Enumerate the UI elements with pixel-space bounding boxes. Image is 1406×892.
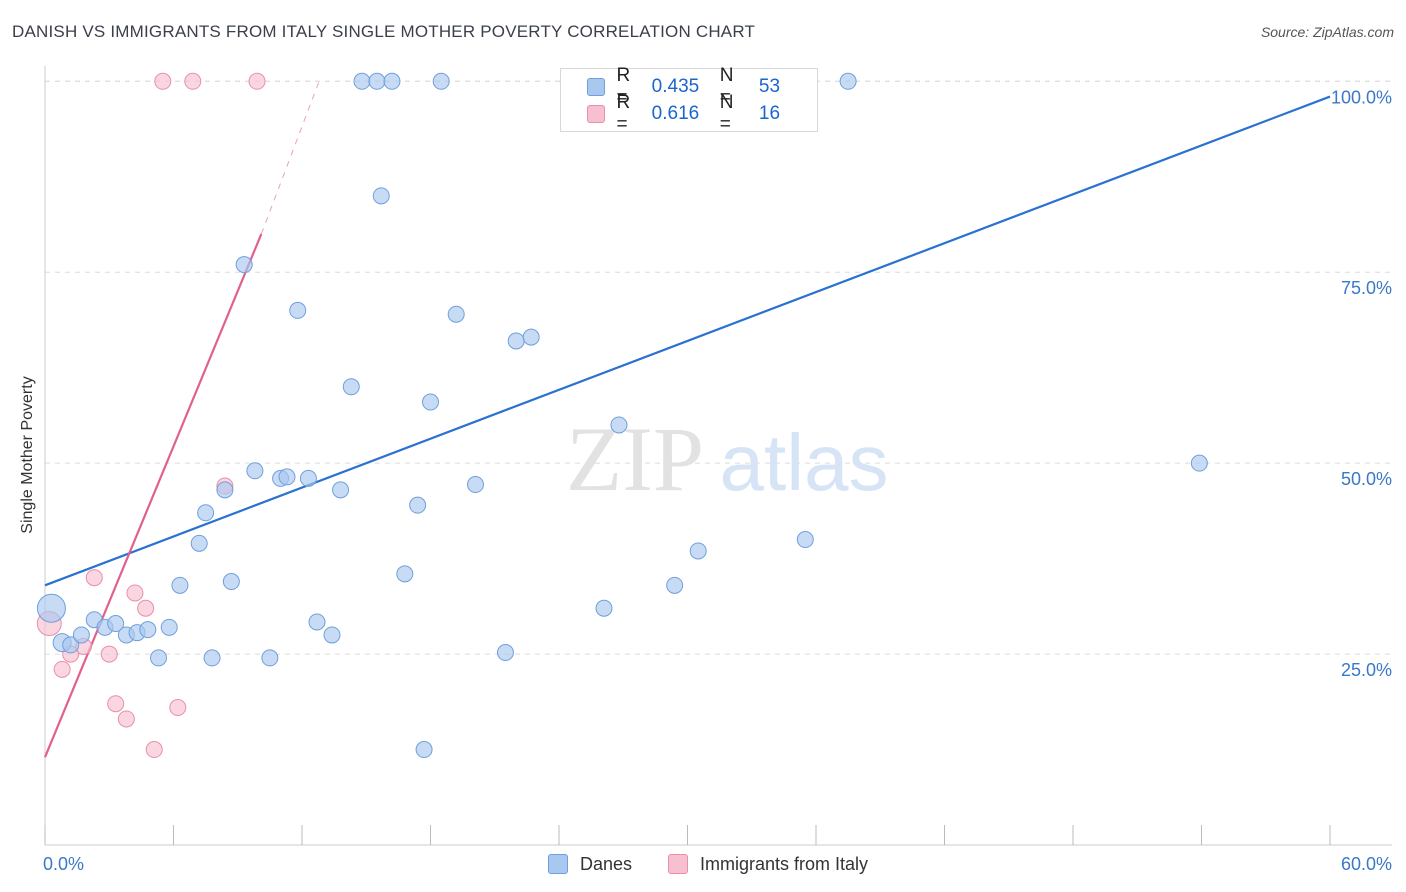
point-danes bbox=[1190, 454, 1208, 472]
point-italy bbox=[154, 72, 172, 90]
legend-r-label: R = bbox=[616, 65, 631, 108]
point-danes bbox=[323, 626, 341, 644]
trend-lines bbox=[43, 81, 1331, 758]
point-danes bbox=[496, 644, 514, 662]
point-danes bbox=[796, 531, 814, 549]
y-tick-label: 50.0% bbox=[1341, 469, 1392, 489]
x-tick-label-max: 60.0% bbox=[1341, 854, 1392, 874]
point-danes bbox=[839, 72, 857, 90]
point-danes bbox=[261, 649, 279, 667]
legend-swatch-italy bbox=[587, 105, 605, 123]
point-danes bbox=[332, 481, 350, 499]
point-danes bbox=[522, 328, 540, 346]
bottom-legend-swatch-danes bbox=[548, 854, 568, 874]
point-danes bbox=[396, 565, 414, 583]
point-danes bbox=[368, 72, 386, 90]
y-tick-label: 25.0% bbox=[1341, 660, 1392, 680]
watermark-zip: ZIP bbox=[566, 408, 704, 510]
legend-r-value-italy: 0.616 bbox=[651, 103, 700, 124]
legend-n-label: N = bbox=[719, 92, 734, 135]
point-italy bbox=[169, 699, 187, 717]
point-danes bbox=[595, 599, 613, 617]
point-italy bbox=[145, 741, 163, 759]
bottom-legend-label-italy: Immigrants from Italy bbox=[700, 853, 869, 874]
trend-line-danes bbox=[44, 95, 1331, 587]
point-danes bbox=[246, 462, 264, 480]
source-label: Source: ZipAtlas.com bbox=[1260, 24, 1394, 40]
trend-line-italy-extension bbox=[260, 81, 320, 235]
legend-swatch-danes bbox=[587, 78, 605, 96]
point-danes bbox=[299, 469, 317, 487]
trend-line-italy bbox=[43, 233, 263, 758]
point-danes bbox=[107, 615, 125, 633]
point-danes bbox=[610, 416, 628, 434]
legend-r-value-danes: 0.435 bbox=[651, 76, 700, 97]
point-danes bbox=[308, 613, 326, 631]
legend-row-danes: R = 0.435 N = 53 bbox=[587, 65, 817, 108]
point-danes bbox=[235, 256, 253, 274]
point-danes bbox=[216, 481, 234, 499]
point-italy bbox=[248, 72, 266, 90]
point-danes bbox=[507, 332, 525, 350]
legend-row-italy: R = 0.616 N = 16 bbox=[587, 92, 817, 135]
point-danes bbox=[197, 504, 215, 522]
bottom-legend-danes: Danes bbox=[548, 852, 632, 876]
point-italy bbox=[100, 645, 118, 663]
y-tick-label: 75.0% bbox=[1341, 278, 1392, 298]
axis-ticks: 25.0% 50.0% 75.0% 100.0% 0.0% 60.0% bbox=[43, 87, 1392, 874]
point-danes bbox=[171, 576, 189, 594]
axes bbox=[44, 66, 1392, 846]
point-danes bbox=[447, 305, 465, 323]
legend-r-label: R = bbox=[616, 92, 631, 135]
point-danes bbox=[203, 649, 221, 667]
point-italy bbox=[126, 584, 144, 602]
legend-n-value-italy: 16 bbox=[758, 103, 781, 124]
chart-title: DANISH VS IMMIGRANTS FROM ITALY SINGLE M… bbox=[12, 22, 756, 41]
point-danes bbox=[150, 649, 168, 667]
watermark-atlas: atlas bbox=[720, 418, 889, 507]
point-danes bbox=[72, 626, 90, 644]
point-danes bbox=[689, 542, 707, 560]
point-danes bbox=[422, 393, 439, 411]
point-danes bbox=[222, 573, 240, 591]
point-danes bbox=[278, 468, 296, 486]
point-danes bbox=[432, 72, 450, 90]
bottom-legend-italy: Immigrants from Italy bbox=[668, 852, 868, 876]
point-italy bbox=[53, 660, 71, 678]
point-danes bbox=[466, 476, 484, 494]
point-italy bbox=[137, 599, 155, 617]
point-danes bbox=[160, 618, 178, 636]
grid-lines bbox=[45, 80, 1392, 655]
point-danes bbox=[415, 741, 433, 759]
point-danes bbox=[666, 576, 684, 594]
point-danes bbox=[289, 301, 307, 319]
point-italy bbox=[117, 710, 135, 728]
point-danes bbox=[353, 72, 371, 90]
bottom-legend-swatch-italy bbox=[668, 854, 688, 874]
data-points bbox=[36, 72, 1208, 759]
point-italy bbox=[184, 72, 202, 90]
point-danes bbox=[190, 534, 208, 552]
legend-n-label: N = bbox=[719, 65, 734, 108]
point-danes bbox=[139, 621, 157, 639]
point-danes bbox=[62, 636, 80, 654]
y-axis-label: Single Mother Poverty bbox=[19, 376, 36, 534]
stats-legend: R = 0.435 N = 53 R = 0.616 N = 16 bbox=[560, 65, 818, 135]
legend-n-value-danes: 53 bbox=[758, 76, 781, 97]
y-tick-label: 100.0% bbox=[1331, 87, 1392, 107]
point-danes bbox=[383, 72, 401, 90]
point-italy bbox=[107, 695, 125, 713]
point-danes bbox=[36, 593, 66, 623]
point-danes bbox=[372, 187, 390, 205]
point-danes bbox=[342, 378, 360, 396]
point-danes bbox=[409, 496, 427, 514]
bottom-legend-label-danes: Danes bbox=[580, 853, 633, 874]
x-tick-label-min: 0.0% bbox=[43, 854, 84, 874]
point-italy bbox=[85, 569, 103, 587]
